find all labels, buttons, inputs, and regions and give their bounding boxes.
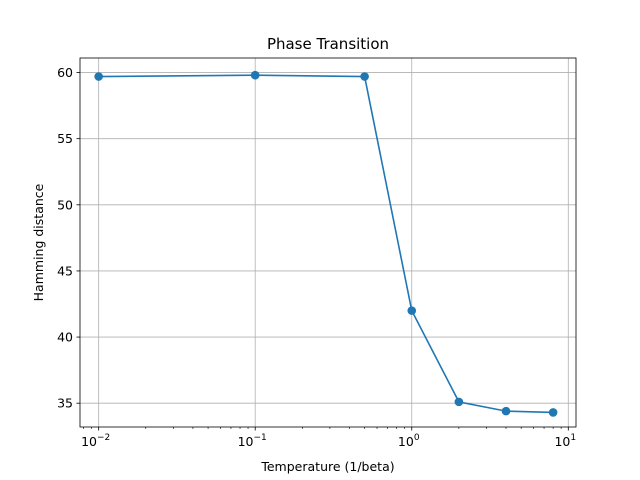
data-point	[454, 397, 464, 407]
y-axis-label: Hamming distance	[31, 183, 46, 301]
data-point	[250, 70, 260, 80]
y-tick-label: 60	[57, 65, 73, 80]
y-tick-label: 55	[57, 131, 73, 146]
x-tick-label: 10−2	[81, 433, 110, 449]
x-axis-ticks: 10−2 10−1 100 101	[81, 427, 576, 449]
chart-title: Phase Transition	[267, 35, 389, 53]
y-tick-label: 50	[57, 197, 73, 212]
x-axis-label: Temperature (1/beta)	[260, 459, 394, 474]
y-tick-label: 40	[57, 330, 73, 345]
grid	[80, 58, 576, 427]
x-tick-label: 10−1	[238, 433, 267, 449]
data-point	[360, 72, 369, 81]
data-point	[548, 408, 558, 417]
y-tick-label: 45	[57, 263, 73, 278]
x-tick-label: 100	[398, 433, 420, 449]
data-point	[501, 406, 511, 416]
data-series	[94, 70, 558, 417]
plot-frame	[79, 57, 577, 428]
data-point	[407, 306, 417, 315]
y-tick-label: 35	[57, 396, 73, 411]
data-point	[94, 72, 103, 81]
y-axis-ticks: 35 40 45 50 55 60	[57, 65, 80, 411]
x-tick-label: 101	[554, 433, 576, 449]
